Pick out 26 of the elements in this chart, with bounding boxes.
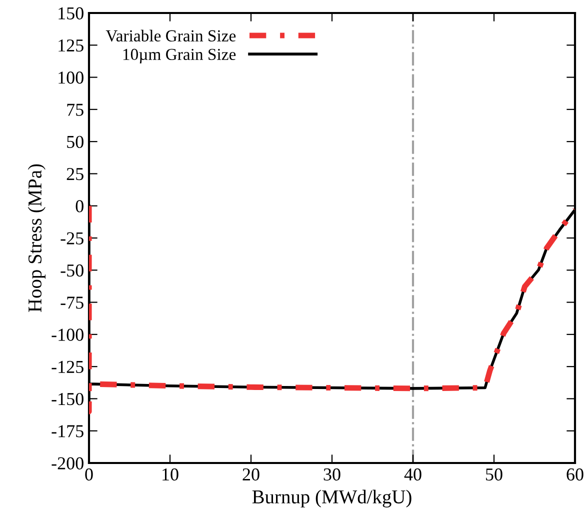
- y-tick-label: -50: [60, 264, 84, 277]
- legend-label: Variable Grain Size: [106, 30, 236, 42]
- y-tick-label: -100: [52, 328, 84, 341]
- y-tick-label: -200: [52, 457, 84, 470]
- y-tick-label: -150: [52, 392, 84, 406]
- x-tick-label: 10: [162, 468, 178, 481]
- x-axis-title: Burnup (MWd/kgU): [252, 490, 412, 508]
- y-tick-label: 150: [58, 7, 84, 20]
- y-tick-label: -175: [52, 425, 84, 438]
- y-tick-label: 0: [76, 200, 84, 212]
- x-tick-label: 40: [404, 468, 422, 481]
- y-tick-label: -125: [52, 360, 84, 374]
- x-tick-label: 50: [486, 468, 502, 481]
- legend-label: 10µm Grain Size: [123, 48, 236, 64]
- y-tick-label: 50: [67, 136, 84, 148]
- y-tick-label: 25: [66, 168, 84, 180]
- y-tick-label: 100: [58, 72, 84, 84]
- y-tick-label: 125: [58, 39, 84, 52]
- x-tick-label: 60: [566, 468, 584, 481]
- y-axis-title: Hoop Stress (MPa): [28, 164, 46, 312]
- x-tick-label: 20: [242, 468, 260, 481]
- y-tick-label: 75: [67, 104, 84, 116]
- x-tick-label: 0: [85, 468, 93, 481]
- y-tick-label: -75: [60, 296, 84, 309]
- y-tick-label: -25: [60, 232, 84, 244]
- x-tick-label: 30: [324, 468, 340, 481]
